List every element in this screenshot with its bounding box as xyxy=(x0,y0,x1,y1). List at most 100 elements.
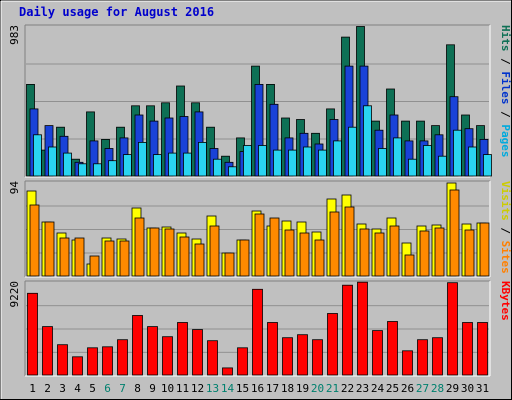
day-label-10: 10 xyxy=(161,382,174,395)
bar-sites-day-19 xyxy=(299,232,310,277)
series-label-part: Files xyxy=(499,71,512,104)
bar-pages-day-29 xyxy=(453,129,462,177)
series-label-part: Pages xyxy=(499,124,512,157)
day-label-20: 20 xyxy=(311,382,324,395)
day-label-26: 26 xyxy=(401,382,414,395)
day-label-4: 4 xyxy=(74,382,81,395)
bar-kbytes-day-24 xyxy=(372,330,383,376)
bar-sites-day-18 xyxy=(284,229,295,277)
day-label-29: 29 xyxy=(446,382,459,395)
bar-sites-day-15 xyxy=(239,239,250,277)
bar-sites-day-27 xyxy=(419,230,430,277)
day-label-18: 18 xyxy=(281,382,294,395)
chart-title: Daily usage for August 2016 xyxy=(19,5,214,19)
day-label-15: 15 xyxy=(236,382,249,395)
bar-pages-day-16 xyxy=(258,145,267,177)
bar-sites-day-28 xyxy=(434,227,445,277)
day-label-28: 28 xyxy=(431,382,444,395)
bar-kbytes-day-17 xyxy=(267,322,278,376)
bar-kbytes-day-8 xyxy=(132,315,143,376)
bar-kbytes-day-15 xyxy=(237,347,248,376)
bar-pages-day-23 xyxy=(363,105,372,177)
bar-pages-day-3 xyxy=(63,152,72,177)
bar-pages-day-11 xyxy=(183,152,192,177)
bar-sites-day-5 xyxy=(89,255,100,277)
bar-sites-day-1 xyxy=(29,204,40,277)
day-label-21: 21 xyxy=(326,382,339,395)
series-label-part: / xyxy=(499,105,512,125)
day-label-12: 12 xyxy=(191,382,204,395)
bar-sites-day-29 xyxy=(449,189,460,277)
bar-pages-day-27 xyxy=(423,145,432,177)
day-label-25: 25 xyxy=(386,382,399,395)
bar-kbytes-day-21 xyxy=(327,313,338,376)
day-label-13: 13 xyxy=(206,382,219,395)
day-label-16: 16 xyxy=(251,382,264,395)
bar-pages-day-12 xyxy=(198,141,207,177)
day-label-31: 31 xyxy=(476,382,489,395)
bar-pages-day-28 xyxy=(438,155,447,177)
bar-kbytes-day-13 xyxy=(207,340,218,376)
bar-kbytes-day-4 xyxy=(72,356,83,376)
bar-kbytes-day-23 xyxy=(357,281,368,376)
panel-3: 9220 KBytes xyxy=(8,280,512,377)
bar-sites-day-26 xyxy=(404,254,415,277)
bar-kbytes-day-20 xyxy=(312,339,323,376)
day-label-24: 24 xyxy=(371,382,385,395)
day-label-22: 22 xyxy=(341,382,354,395)
bar-sites-day-30 xyxy=(464,229,475,277)
bar-sites-day-22 xyxy=(344,206,355,277)
bar-sites-day-12 xyxy=(194,243,205,277)
bar-pages-day-22 xyxy=(348,126,357,177)
bar-pages-day-17 xyxy=(273,149,282,177)
day-label-17: 17 xyxy=(266,382,279,395)
bar-sites-day-23 xyxy=(359,228,370,277)
bar-sites-day-24 xyxy=(374,232,385,277)
series-label-part: Hits xyxy=(499,25,512,52)
bar-sites-day-7 xyxy=(119,240,130,277)
scale-label: 9220 xyxy=(8,281,21,308)
bar-kbytes-day-6 xyxy=(102,346,113,376)
bar-kbytes-day-7 xyxy=(117,339,128,376)
bar-sites-day-9 xyxy=(149,227,160,277)
bar-pages-day-8 xyxy=(138,141,147,177)
bar-pages-day-9 xyxy=(153,154,162,177)
bar-sites-day-11 xyxy=(179,236,190,277)
day-label-2: 2 xyxy=(44,382,51,395)
day-label-1: 1 xyxy=(29,382,36,395)
day-label-27: 27 xyxy=(416,382,429,395)
day-label-3: 3 xyxy=(59,382,66,395)
bar-sites-day-10 xyxy=(164,228,175,277)
bar-sites-day-21 xyxy=(329,211,340,277)
bar-kbytes-day-26 xyxy=(402,350,413,376)
bar-pages-day-4 xyxy=(78,163,87,177)
series-label: Hits / Files / Pages xyxy=(499,25,512,158)
day-label-11: 11 xyxy=(176,382,189,395)
series-label-part: Visits xyxy=(499,181,512,221)
bar-pages-day-25 xyxy=(393,137,402,177)
bar-pages-day-19 xyxy=(303,146,312,177)
bar-kbytes-day-25 xyxy=(387,321,398,376)
bar-pages-day-18 xyxy=(288,149,297,177)
bar-sites-day-20 xyxy=(314,239,325,277)
bar-sites-day-4 xyxy=(74,237,85,277)
bar-sites-day-8 xyxy=(134,217,145,277)
bar-pages-day-2 xyxy=(48,146,57,177)
bar-pages-day-21 xyxy=(333,140,342,177)
series-label-part: Sites xyxy=(499,241,512,274)
bar-kbytes-day-28 xyxy=(432,337,443,376)
bar-sites-day-14 xyxy=(224,252,235,277)
bar-sites-day-3 xyxy=(59,237,70,277)
bar-pages-day-31 xyxy=(483,154,492,177)
bar-pages-day-15 xyxy=(243,145,252,177)
bar-pages-day-13 xyxy=(213,158,222,177)
day-label-23: 23 xyxy=(356,382,369,395)
day-label-19: 19 xyxy=(296,382,309,395)
bar-sites-day-25 xyxy=(389,225,400,277)
day-label-30: 30 xyxy=(461,382,474,395)
bar-pages-day-1 xyxy=(33,134,42,177)
bar-pages-day-10 xyxy=(168,152,177,177)
bar-kbytes-day-30 xyxy=(462,322,473,376)
bar-kbytes-day-14 xyxy=(222,367,233,376)
